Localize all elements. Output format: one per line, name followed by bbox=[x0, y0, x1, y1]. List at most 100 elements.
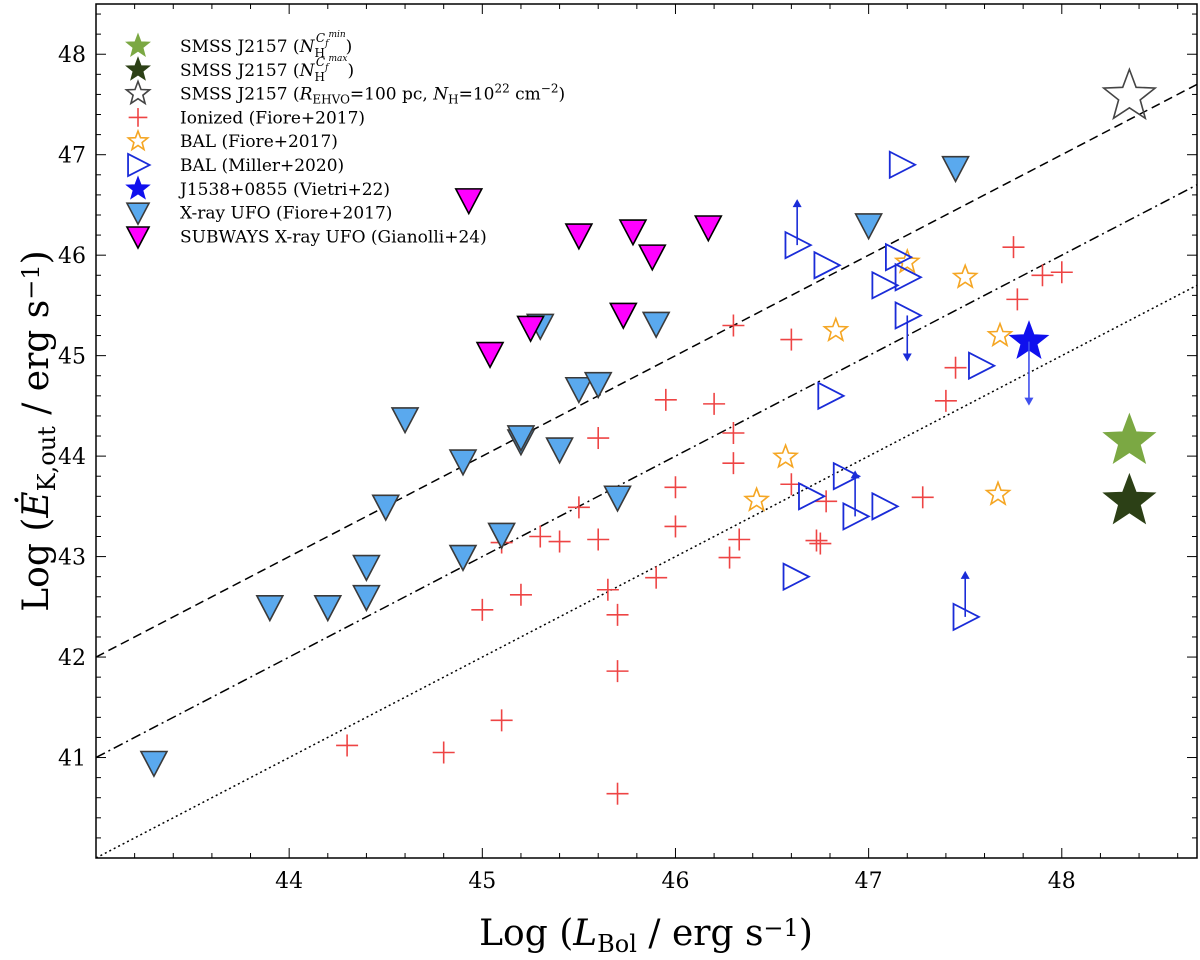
smss_max-point bbox=[1102, 472, 1157, 525]
xray_ufo-point bbox=[352, 554, 381, 583]
y-tick-label: 42 bbox=[58, 646, 86, 671]
bal_miller-point bbox=[832, 461, 862, 491]
bal_miller-point bbox=[782, 562, 811, 592]
y-tick-label: 43 bbox=[58, 546, 86, 571]
limit-arrow-down bbox=[902, 315, 912, 362]
legend-label-xray_ufo: X-ray UFO (Fiore+2017) bbox=[180, 204, 392, 224]
bal_miller-point bbox=[952, 602, 981, 632]
subways-point bbox=[608, 302, 638, 330]
legend-label-vietri: J1538+0855 (Vietri+22) bbox=[178, 180, 390, 200]
bal_fiore-point bbox=[893, 247, 921, 274]
y-tick-label: 47 bbox=[58, 144, 86, 169]
subways-point bbox=[637, 244, 667, 272]
ionized-point bbox=[509, 583, 532, 606]
ionized-point bbox=[529, 525, 552, 548]
bal_fiore-point bbox=[986, 321, 1014, 348]
series-bal_miller bbox=[782, 150, 997, 632]
smss_min-point bbox=[1102, 412, 1157, 465]
legend-item-open_star: SMSS J2157 (REHVO=100 pc, NH=1022 cm−2) bbox=[124, 79, 565, 107]
xray_ufo-point bbox=[545, 437, 574, 465]
series-bal_fiore bbox=[743, 247, 1014, 512]
ionized-point bbox=[722, 314, 745, 337]
xray_ufo-point bbox=[854, 213, 883, 241]
ionized-point bbox=[1006, 288, 1029, 311]
limit-arrow-down bbox=[1024, 341, 1034, 406]
bal_miller-point bbox=[894, 300, 923, 330]
legend-item-ionized: Ionized (Fiore+2017) bbox=[128, 108, 365, 128]
ionized-point bbox=[722, 452, 745, 475]
xray_ufo-point bbox=[448, 449, 478, 477]
x-tick-label: 46 bbox=[661, 869, 689, 894]
series-smss_min bbox=[1102, 412, 1157, 465]
bal_miller-point bbox=[894, 262, 923, 292]
ionized-point bbox=[606, 603, 629, 626]
ionized-point bbox=[780, 328, 803, 351]
series-smss_max bbox=[1102, 472, 1157, 525]
ionized-point bbox=[606, 782, 629, 805]
ionized-point bbox=[336, 734, 359, 757]
xray_ufo-point bbox=[641, 311, 671, 339]
subways-point bbox=[475, 341, 505, 370]
xray_ufo-point bbox=[371, 494, 401, 522]
ionized-point bbox=[718, 546, 741, 569]
xray_ufo-point bbox=[255, 594, 285, 623]
bal_fiore-point bbox=[743, 486, 771, 512]
xray_ufo-point bbox=[390, 407, 420, 435]
xray_ufo-point bbox=[352, 584, 381, 613]
bal_miller-point bbox=[813, 250, 842, 280]
bal_fiore-point bbox=[772, 442, 800, 469]
bal_miller-point bbox=[817, 381, 846, 411]
legend-item-smss_min: SMSS J2157 (NHCfmin) bbox=[125, 30, 352, 60]
bal_miller-point bbox=[871, 270, 900, 300]
ionized-point bbox=[1002, 236, 1025, 259]
series-subways bbox=[454, 188, 723, 370]
ionized-point bbox=[944, 356, 967, 379]
ionized-point bbox=[471, 598, 494, 621]
xray_ufo-point bbox=[506, 425, 536, 453]
y-axis-label: Log (ĖK,out / erg s−1) bbox=[15, 250, 61, 611]
subways-point bbox=[564, 223, 594, 251]
ionized-point bbox=[805, 529, 828, 552]
ionized-point bbox=[432, 741, 455, 764]
legend-marker-smss_max bbox=[125, 56, 151, 81]
y-tick-label: 46 bbox=[58, 244, 86, 269]
y-tick-label: 44 bbox=[58, 445, 86, 470]
ionized-point bbox=[596, 578, 619, 601]
limit-arrow-up bbox=[960, 570, 970, 617]
ionized-point bbox=[911, 486, 934, 509]
legend-label-smss_min: SMSS J2157 (NHCfmin) bbox=[180, 30, 352, 60]
bal_miller-point bbox=[968, 351, 997, 381]
xray_ufo-point bbox=[564, 376, 594, 405]
reference-line-dashed bbox=[96, 83, 1197, 658]
bal_miller-point bbox=[842, 501, 871, 531]
ionized-point bbox=[1050, 261, 1073, 284]
reference-line-dashdot bbox=[96, 184, 1197, 759]
xray_ufo-point bbox=[139, 750, 169, 778]
subways-point bbox=[516, 315, 545, 343]
y-tick-label: 45 bbox=[58, 345, 86, 370]
reference-line-dotted bbox=[96, 284, 1197, 858]
legend-marker-bal_miller bbox=[127, 152, 152, 178]
limit-arrow-up bbox=[792, 199, 802, 246]
legend-item-vietri: J1538+0855 (Vietri+22) bbox=[125, 175, 390, 200]
xray_ufo-point bbox=[313, 594, 343, 623]
plot-frame bbox=[95, 3, 1198, 859]
bal_fiore-point bbox=[951, 263, 979, 289]
legend-label-open_star: SMSS J2157 (REHVO=100 pc, NH=1022 cm−2) bbox=[180, 82, 565, 107]
subways-point bbox=[454, 188, 484, 216]
bal_miller-point bbox=[888, 150, 918, 180]
ionized-point bbox=[490, 709, 513, 732]
legend-item-bal_miller: BAL (Miller+2020) bbox=[127, 152, 344, 178]
xray_ufo-point bbox=[941, 155, 970, 184]
ionized-point bbox=[664, 515, 687, 538]
series-vietri bbox=[1008, 320, 1050, 406]
ionized-point bbox=[587, 427, 610, 450]
ionized-point bbox=[548, 530, 571, 553]
legend-label-ionized: Ionized (Fiore+2017) bbox=[180, 108, 365, 128]
bal_miller-point bbox=[784, 230, 813, 260]
ionized-point bbox=[934, 389, 957, 412]
ionized-point bbox=[703, 392, 726, 415]
series-xray_ufo bbox=[139, 155, 970, 778]
